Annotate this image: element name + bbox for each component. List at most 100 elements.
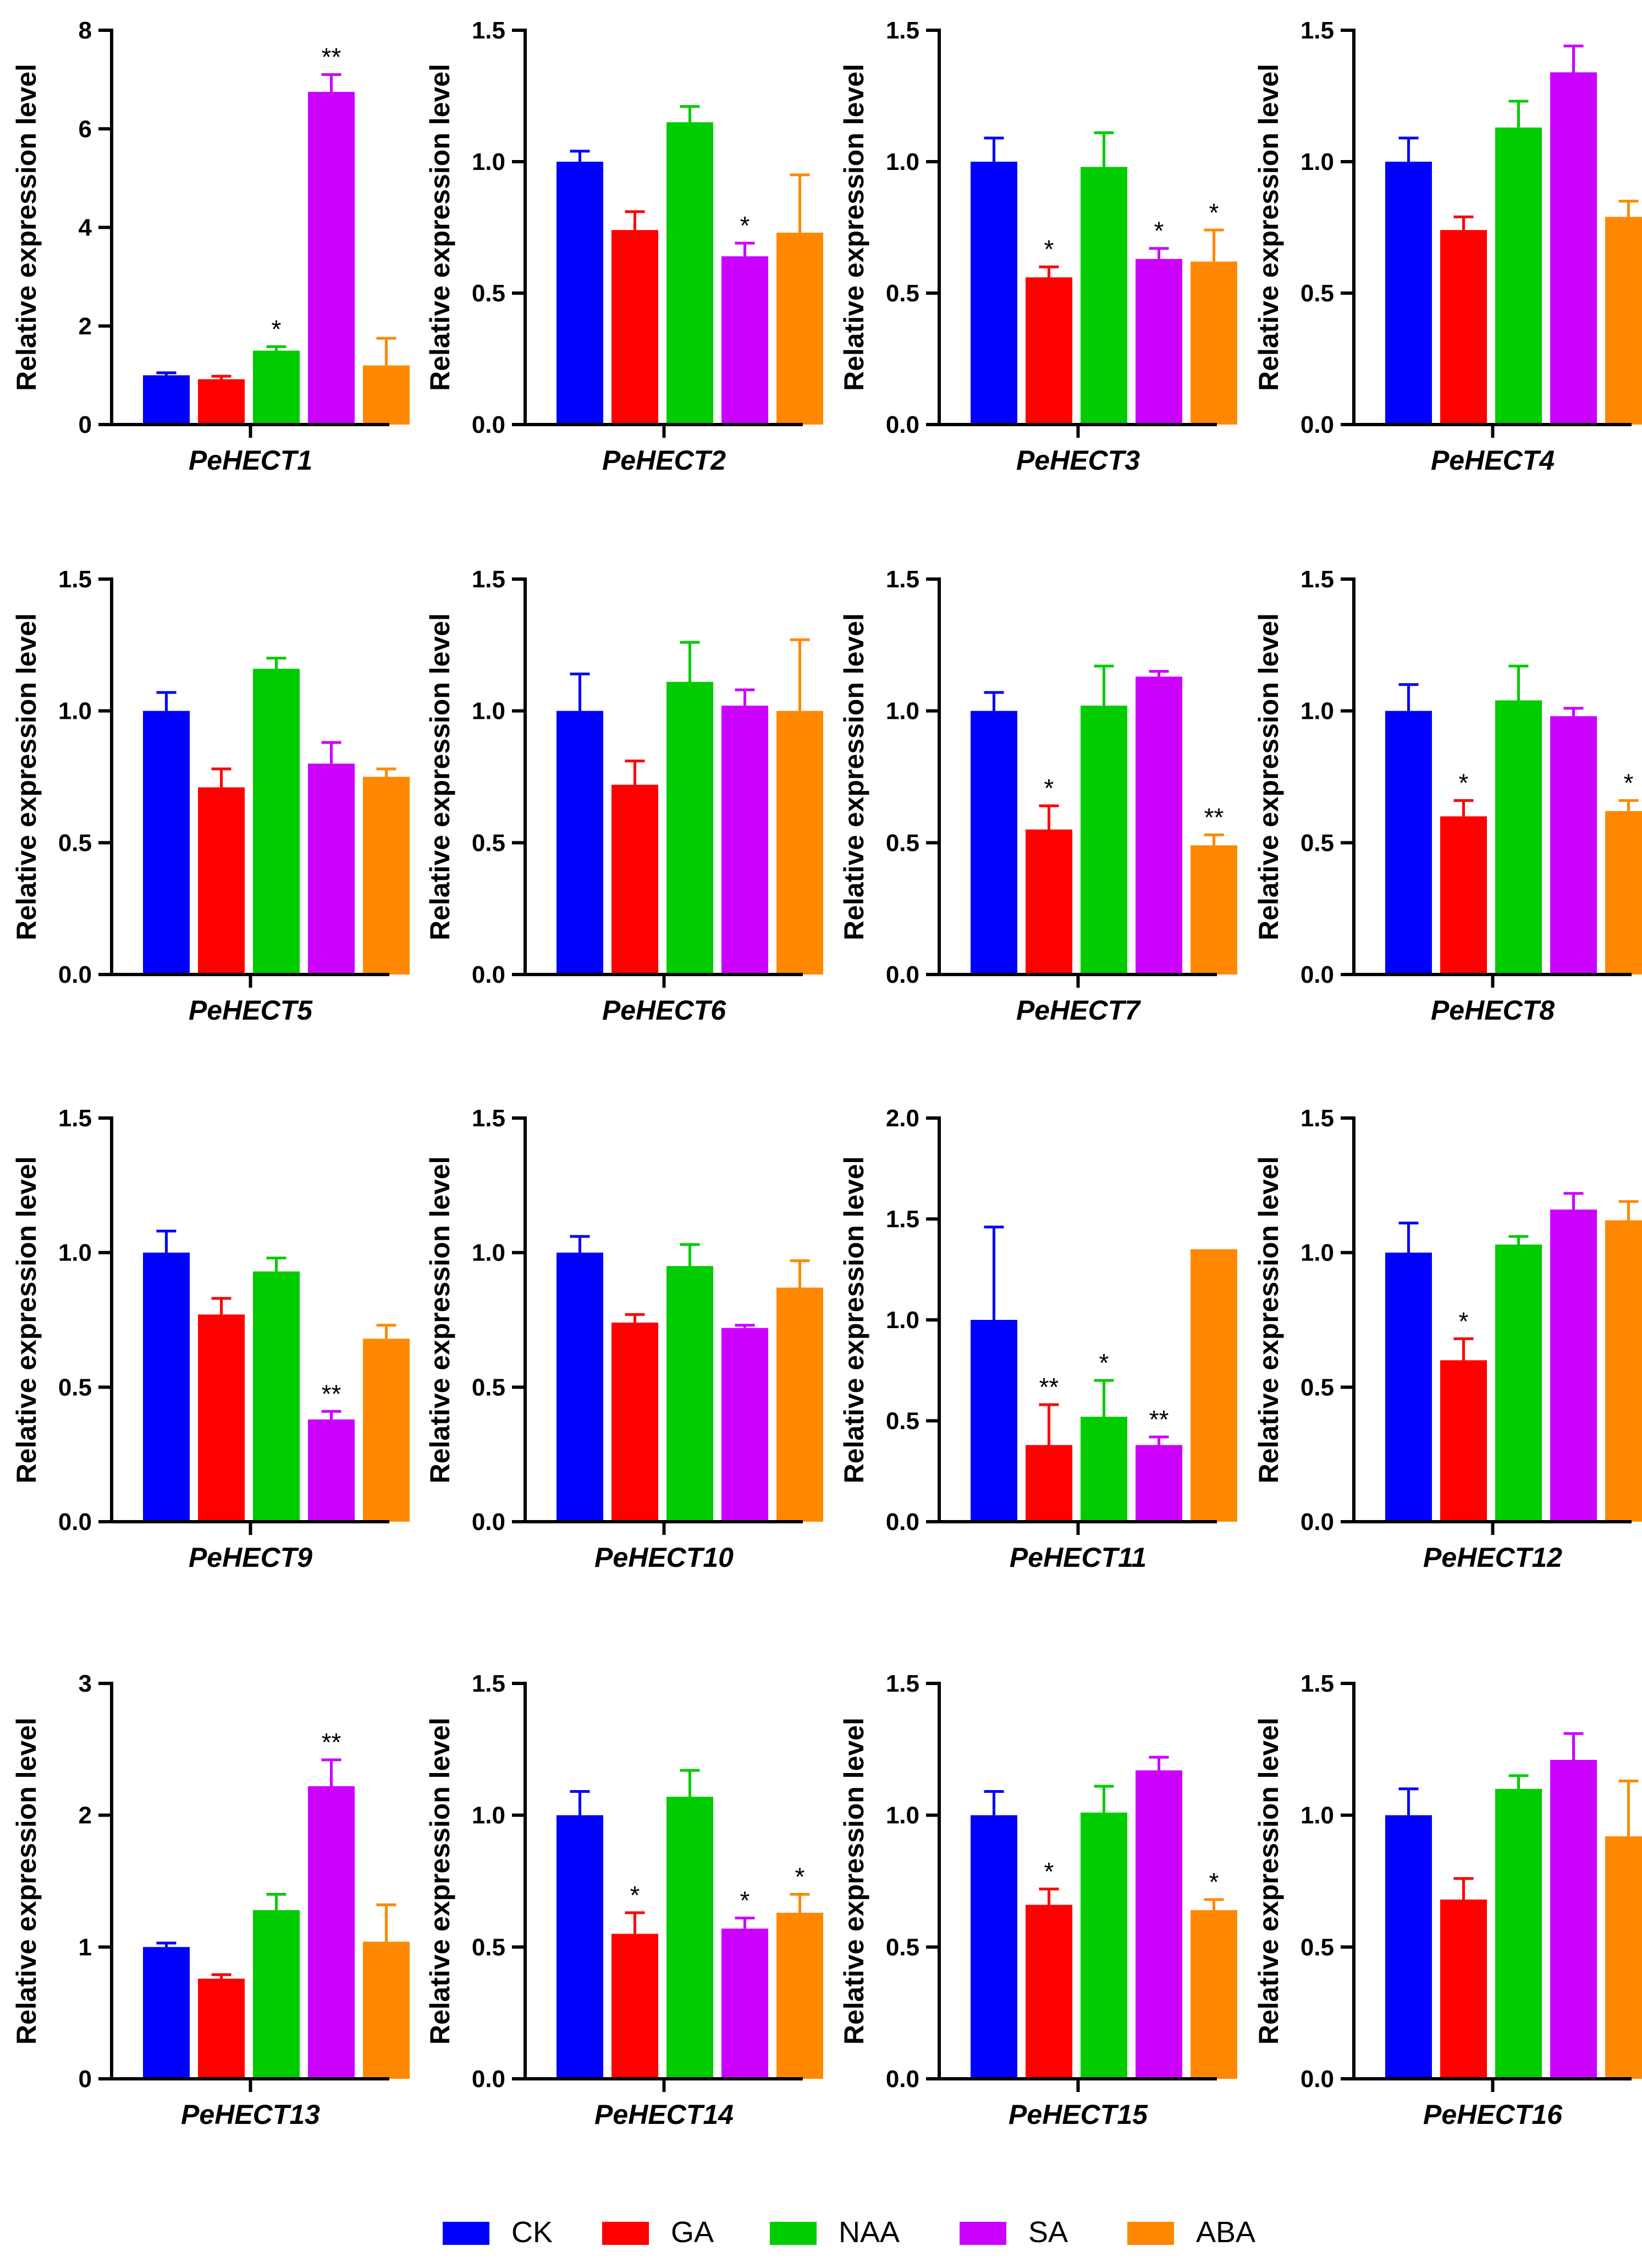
bar-aba [1191,1249,1237,1522]
bar-naa [1495,700,1542,975]
y-axis-label: Relative expression level [839,1157,869,1484]
y-tick-label: 0.5 [472,280,505,307]
legend-label: CK [511,2216,553,2249]
y-tick-label: 0.0 [1301,961,1334,988]
bar-ck [1385,711,1432,975]
bar-ga [198,1978,245,2079]
y-axis-label: Relative expression level [839,1717,869,2045]
significance-mark: * [1209,198,1219,227]
y-tick-label: 1.5 [472,1105,505,1132]
legend-swatch [770,2222,817,2245]
y-axis-label: Relative expression level [1253,1717,1284,2045]
bar-naa [1495,127,1542,425]
significance-mark: ** [322,1379,341,1408]
bar-ck [1385,1815,1432,2079]
chart-pehect5: 0.0 0.5 1.0 1.5 Relative expression level PeH… [11,566,410,1026]
chart-pehect8: * * 0.0 0.5 1.0 1.5 Relative expression level P… [1253,566,1642,1026]
y-tick-label: 1.0 [886,148,919,175]
gene-label: PeHECT15 [1009,2099,1148,2130]
y-tick-label: 0.0 [58,961,92,988]
chart-pehect16: 0.0 0.5 1.0 1.5 Relative expression level PeH… [1253,1670,1642,2130]
bar-sa [1136,1770,1182,2079]
y-axis-label: Relative expression level [425,613,455,940]
significance-mark: * [1209,1868,1219,1896]
bar-ck [556,711,603,975]
gene-label: PeHECT8 [1431,995,1555,1026]
y-axis-label: Relative expression level [1253,613,1284,940]
gene-label: PeHECT13 [181,2099,320,2130]
bar-sa [1136,1445,1182,1522]
legend-label: GA [671,2216,714,2249]
y-tick-label: 0.0 [472,2066,505,2093]
bar-ck [143,711,190,975]
bar-ck [556,1252,603,1522]
bar-sa [308,92,355,425]
significance-mark: * [1459,1307,1469,1335]
bar-aba [1605,217,1642,425]
y-tick-label: 8 [79,17,92,44]
y-tick-label: 2.0 [886,1105,919,1132]
bar-naa [666,122,713,425]
bar-naa [666,1266,713,1522]
bar-ga [1440,1900,1487,2079]
bar-naa [1081,706,1127,975]
gene-label: PeHECT7 [1016,995,1141,1026]
y-tick-label: 0.0 [886,961,919,988]
chart-pehect9: ** 0.0 0.5 1.0 1.5 Relative expression level P… [11,1105,410,1573]
gene-label: PeHECT5 [189,995,313,1026]
bar-aba [363,1339,410,1522]
significance-mark: ** [1039,1373,1059,1401]
bar-naa [253,668,300,975]
bar-ga [1026,1445,1072,1522]
legend-item-ga: GA [602,2216,714,2249]
bar-aba [776,1287,823,1522]
chart-pehect12: * 0.0 0.5 1.0 1.5 Relative expression level Pe… [1253,1105,1642,1573]
gene-label: PeHECT6 [602,995,726,1026]
legend-item-ck: CK [443,2216,553,2249]
bar-aba [363,777,410,975]
y-tick-label: 0.5 [1301,1374,1334,1401]
y-tick-label: 0.5 [886,1408,919,1435]
bar-sa [721,1328,768,1522]
y-tick-label: 1.5 [1301,1670,1334,1697]
significance-mark: * [740,211,750,240]
legend-swatch [1127,2222,1174,2245]
y-tick-label: 0 [79,411,92,438]
bar-sa [1550,1760,1597,2079]
y-tick-label: 0.0 [1301,411,1334,438]
chart-pehect10: 0.0 0.5 1.0 1.5 Relative expression level PeH… [425,1105,823,1573]
y-tick-label: 0.0 [472,411,505,438]
gene-label: PeHECT16 [1423,2099,1563,2130]
y-tick-label: 0.5 [58,829,92,856]
y-axis-label: Relative expression level [11,1157,42,1484]
y-axis-label: Relative expression level [425,1717,455,2045]
y-tick-label: 0.5 [886,829,919,856]
y-tick-label: 1.5 [472,566,505,593]
bar-naa [253,1271,300,1522]
y-tick-label: 1.5 [886,1206,919,1233]
significance-mark: * [1044,1857,1054,1886]
y-tick-label: 0.5 [1301,1934,1334,1961]
significance-mark: * [1044,235,1054,263]
bar-naa [666,1797,713,2079]
legend-label: NAA [839,2216,900,2249]
legend-swatch [443,2222,489,2245]
bar-ck [1385,162,1432,425]
chart-pehect3: * * * 0.0 0.5 1.0 1.5 Relative expression level… [839,17,1237,476]
bar-sa [721,256,768,425]
y-tick-label: 1.5 [58,566,92,593]
y-tick-label: 0.0 [58,1509,92,1535]
bar-ga [1026,829,1072,975]
y-tick-label: 0.5 [1301,829,1334,856]
y-tick-label: 1.5 [472,17,505,44]
bar-naa [253,350,300,425]
bar-ga [198,1314,245,1522]
bar-sa [721,706,768,975]
bar-aba [776,711,823,975]
significance-mark: * [740,1886,750,1915]
significance-mark: * [1154,217,1164,245]
y-axis-label: Relative expression level [11,1717,42,2045]
